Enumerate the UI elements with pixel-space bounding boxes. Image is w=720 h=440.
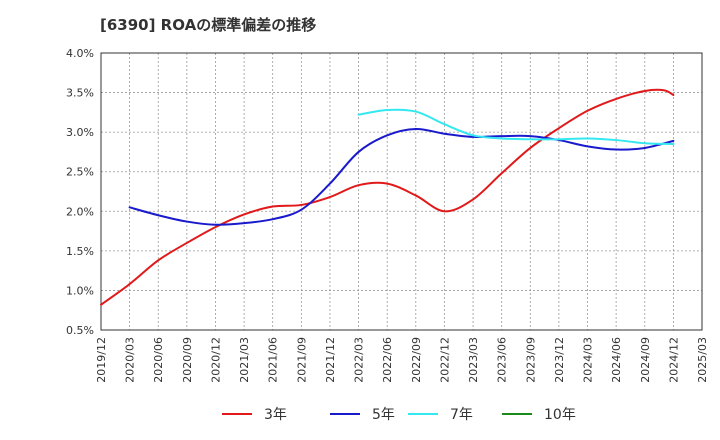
x-tick-label: 2023/09 (524, 337, 537, 383)
x-tick-label: 2020/09 (181, 337, 194, 383)
series-line-1 (100, 88, 675, 306)
chart-title: [6390] ROAの標準偏差の推移 (100, 16, 317, 34)
series-line-3 (357, 108, 675, 146)
y-axis-ticks: 0.5% 1.0% 1.5% 2.0% 2.5% 3.0% 3.5% 4.0% (66, 47, 94, 337)
x-tick-label: 2024/12 (667, 337, 680, 383)
grid (100, 52, 703, 331)
x-tick-label: 2021/09 (295, 337, 308, 383)
x-tick-label: 2024/06 (610, 337, 623, 383)
x-tick-label: 2024/09 (639, 337, 652, 383)
x-tick-label: 2021/06 (267, 337, 280, 383)
series-lines (100, 88, 675, 306)
legend-label: 3年 (264, 407, 287, 423)
x-tick-label: 2021/12 (324, 337, 337, 383)
x-tick-label: 2023/12 (553, 337, 566, 383)
y-tick-label: 3.5% (66, 87, 94, 100)
legend: 3年 5年 7年 10年 (222, 407, 576, 423)
y-tick-label: 3.0% (66, 126, 94, 139)
y-tick-label: 1.0% (66, 284, 94, 297)
legend-label: 10年 (544, 407, 576, 423)
x-tick-label: 2022/09 (410, 337, 423, 383)
y-tick-label: 1.5% (66, 245, 94, 258)
y-tick-label: 0.5% (66, 324, 94, 337)
x-tick-label: 2025/03 (696, 337, 709, 383)
legend-label: 7年 (450, 407, 473, 423)
series-line-2 (128, 127, 675, 226)
x-tick-label: 2022/03 (353, 337, 366, 383)
x-tick-label: 2020/12 (209, 337, 222, 383)
x-axis-ticks: 2019/12 2020/03 2020/06 2020/09 2020/12 2021/… (95, 337, 709, 383)
x-tick-label: 2020/03 (124, 337, 137, 383)
legend-label: 5年 (372, 407, 395, 423)
x-tick-label: 2024/03 (582, 337, 595, 383)
x-tick-label: 2022/06 (381, 337, 394, 383)
x-tick-label: 2021/03 (238, 337, 251, 383)
x-tick-label: 2019/12 (95, 337, 108, 383)
y-tick-label: 2.0% (66, 205, 94, 218)
x-tick-label: 2023/03 (467, 337, 480, 383)
x-tick-label: 2020/06 (152, 337, 165, 383)
plot-area-border (100, 52, 703, 331)
x-tick-label: 2023/06 (496, 337, 509, 383)
x-tick-label: 2022/12 (438, 337, 451, 383)
y-tick-label: 4.0% (66, 47, 94, 60)
y-tick-label: 2.5% (66, 166, 94, 179)
